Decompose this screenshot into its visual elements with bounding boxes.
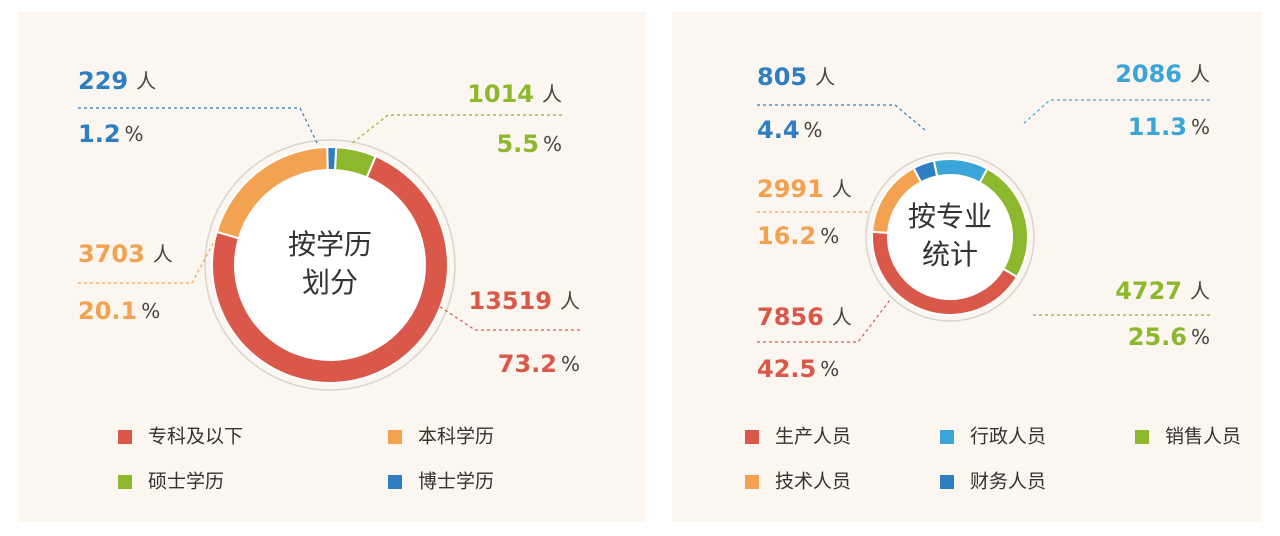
count-label: 7856 人 bbox=[757, 303, 852, 331]
center-title: 划分 bbox=[302, 266, 358, 299]
percent-unit: % bbox=[125, 122, 144, 146]
center-title: 按专业 bbox=[908, 200, 992, 233]
center-title: 按学历 bbox=[288, 228, 372, 261]
legend-label: 本科学历 bbox=[418, 426, 494, 448]
count-label: 2991 人 bbox=[757, 175, 852, 203]
percent-unit: % bbox=[804, 118, 823, 142]
count-value: 2086 bbox=[1115, 60, 1182, 88]
count-unit: 人 bbox=[136, 69, 156, 93]
percent-label: 16.2% bbox=[757, 222, 839, 250]
count-unit: 人 bbox=[1190, 279, 1210, 303]
percent-value: 16.2 bbox=[757, 222, 816, 250]
count-value: 2991 bbox=[757, 175, 824, 203]
legend-swatch bbox=[1135, 430, 1149, 444]
count-value: 4727 bbox=[1115, 277, 1182, 305]
percent-label: 73.2% bbox=[498, 350, 580, 378]
count-unit: 人 bbox=[832, 305, 852, 329]
percent-value: 4.4 bbox=[757, 116, 800, 144]
count-unit: 人 bbox=[153, 242, 173, 266]
count-unit: 人 bbox=[542, 82, 562, 106]
leader-line bbox=[757, 104, 926, 131]
percent-label: 5.5% bbox=[496, 130, 562, 158]
count-label: 229 人 bbox=[78, 67, 156, 95]
percent-unit: % bbox=[561, 352, 580, 376]
legend-label: 生产人员 bbox=[775, 426, 851, 448]
legend-swatch bbox=[745, 430, 759, 444]
legend-label: 财务人员 bbox=[970, 471, 1046, 493]
donut-segment bbox=[912, 159, 939, 184]
count-label: 2086 人 bbox=[1115, 60, 1210, 88]
percent-unit: % bbox=[820, 357, 839, 381]
legend-swatch bbox=[940, 430, 954, 444]
legend-swatch bbox=[388, 475, 402, 489]
percent-unit: % bbox=[141, 299, 160, 323]
center-disc bbox=[235, 170, 425, 360]
leader-line bbox=[349, 114, 562, 146]
count-label: 3703 人 bbox=[78, 240, 173, 268]
percent-value: 42.5 bbox=[757, 355, 816, 383]
percent-value: 73.2 bbox=[498, 350, 557, 378]
outer-ring bbox=[865, 152, 1035, 322]
outer-ring bbox=[204, 139, 456, 391]
count-value: 7856 bbox=[757, 303, 824, 331]
percent-value: 5.5 bbox=[496, 130, 539, 158]
count-label: 4727 人 bbox=[1115, 277, 1210, 305]
legend-label: 硕士学历 bbox=[148, 471, 224, 493]
percent-label: 20.1% bbox=[78, 297, 160, 325]
percent-unit: % bbox=[820, 224, 839, 248]
legend-label: 专科及以下 bbox=[148, 426, 243, 448]
legend-swatch bbox=[118, 475, 132, 489]
count-value: 13519 bbox=[469, 287, 553, 315]
center-title: 统计 bbox=[922, 238, 978, 271]
percent-label: 4.4% bbox=[757, 116, 823, 144]
percent-label: 25.6% bbox=[1128, 323, 1210, 351]
count-value: 3703 bbox=[78, 240, 145, 268]
leader-line bbox=[78, 107, 319, 146]
legend-label: 销售人员 bbox=[1165, 426, 1241, 448]
leader-line bbox=[429, 299, 580, 331]
count-unit: 人 bbox=[1190, 62, 1210, 86]
legend-label: 行政人员 bbox=[970, 426, 1046, 448]
count-unit: 人 bbox=[832, 177, 852, 201]
percent-unit: % bbox=[1191, 325, 1210, 349]
percent-unit: % bbox=[1191, 115, 1210, 139]
leader-line bbox=[78, 239, 216, 284]
percent-value: 1.2 bbox=[78, 120, 121, 148]
legend-swatch bbox=[118, 430, 132, 444]
percent-label: 11.3% bbox=[1128, 113, 1210, 141]
count-unit: 人 bbox=[560, 289, 580, 313]
count-label: 805 人 bbox=[757, 63, 835, 91]
legend-swatch bbox=[940, 475, 954, 489]
count-value: 229 bbox=[78, 67, 128, 95]
donut-segment bbox=[326, 146, 338, 172]
legend-label: 博士学历 bbox=[418, 471, 494, 493]
count-value: 805 bbox=[757, 63, 807, 91]
percent-unit: % bbox=[543, 132, 562, 156]
legend-swatch bbox=[388, 430, 402, 444]
count-label: 13519 人 bbox=[469, 287, 581, 315]
percent-value: 20.1 bbox=[78, 297, 137, 325]
percent-label: 42.5% bbox=[757, 355, 839, 383]
legend-swatch bbox=[745, 475, 759, 489]
percent-value: 11.3 bbox=[1128, 113, 1187, 141]
center-disc bbox=[888, 175, 1012, 299]
count-unit: 人 bbox=[815, 65, 835, 89]
percent-label: 1.2% bbox=[78, 120, 144, 148]
legend-label: 技术人员 bbox=[775, 471, 851, 493]
percent-value: 25.6 bbox=[1128, 323, 1187, 351]
count-value: 1014 bbox=[467, 80, 534, 108]
count-label: 1014 人 bbox=[467, 80, 562, 108]
